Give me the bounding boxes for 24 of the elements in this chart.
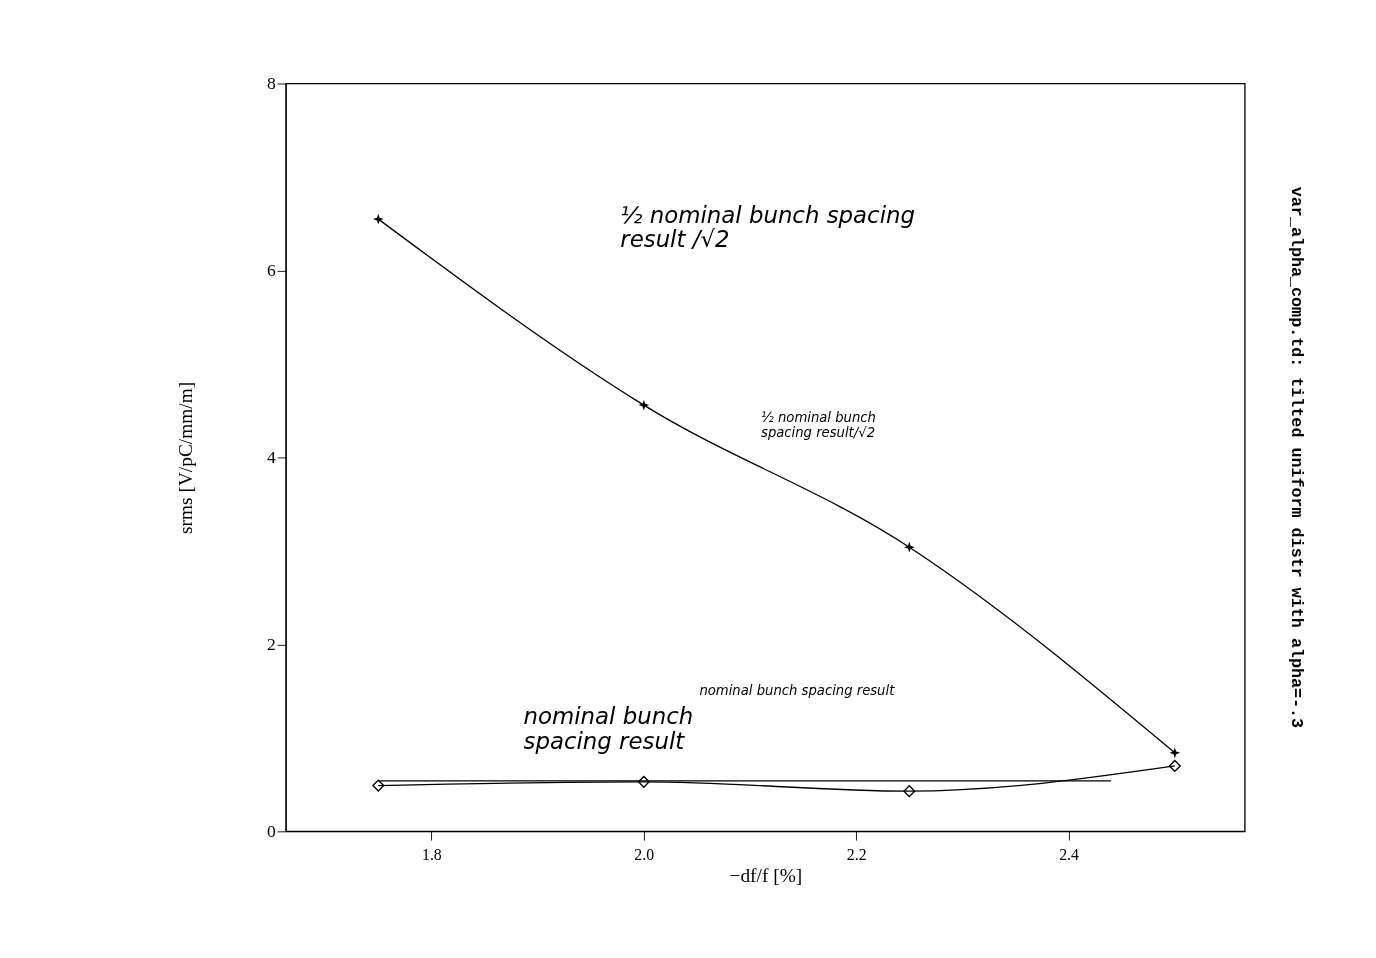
point <box>903 541 915 553</box>
annotation: nominal bunch spacing result <box>523 703 694 754</box>
point <box>1168 759 1181 772</box>
annotation: ½ nominal bunch spacing result /√2 <box>620 201 916 253</box>
y-tick-label: 2 <box>267 634 276 655</box>
annotation: nominal bunch spacing result <box>699 683 896 699</box>
text: var_alpha_comp.td: tilted uniform distr with alpha=-.3 <box>1287 186 1307 729</box>
x-axis-title: −df/f [%] <box>729 864 803 886</box>
point <box>372 213 384 225</box>
point <box>372 779 385 792</box>
y-tick-label: 8 <box>267 73 277 94</box>
y-tick-label: 6 <box>267 260 277 281</box>
x-tick-label: 1.8 <box>421 845 442 863</box>
y-tick-label: 4 <box>267 447 277 468</box>
y-tick-label: 0 <box>267 821 277 842</box>
annotation: ½ nominal bunch spacing result/√2 <box>761 410 876 441</box>
point <box>638 399 650 411</box>
point <box>1169 747 1181 759</box>
x-tick-label: 2.2 <box>846 845 867 863</box>
x-tick-label: 2.4 <box>1059 845 1080 863</box>
x-tick-label: 2.0 <box>634 845 655 863</box>
y-axis-title: srms [V/pC/mm/m] <box>175 381 197 534</box>
point <box>903 785 916 798</box>
point <box>637 775 650 788</box>
